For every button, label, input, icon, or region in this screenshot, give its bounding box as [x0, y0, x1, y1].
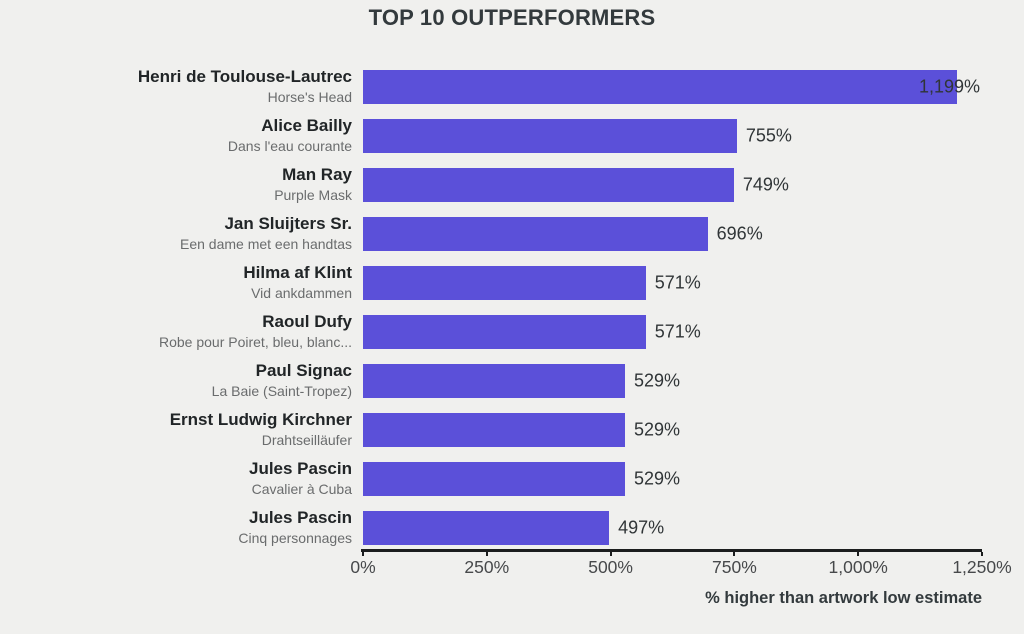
x-axis-tick-label: 750% — [712, 557, 757, 577]
bar-area: 696% — [363, 216, 982, 251]
bar-value-label: 529% — [633, 370, 680, 390]
bar-value-label: 497% — [618, 517, 665, 537]
bar — [363, 363, 625, 398]
x-axis-tick — [733, 552, 736, 556]
artist-name: Jan Sluijters Sr. — [224, 214, 352, 234]
x-axis: 0% 250% 500% 750% 1,000% 1,250% — [350, 549, 1012, 577]
bar-value-label: 571% — [654, 272, 701, 292]
bar-value-label: 696% — [716, 223, 763, 243]
row-labels: Jules Pascin Cavalier à Cuba — [0, 459, 352, 497]
chart-row: Alice Bailly Dans l'eau courante 755% — [0, 111, 1024, 160]
chart-row: Jules Pascin Cavalier à Cuba 529% — [0, 454, 1024, 503]
bar-value-label: 755% — [745, 125, 792, 145]
x-axis-line — [361, 549, 982, 552]
bar-area: 529% — [363, 412, 982, 447]
row-labels: Jan Sluijters Sr. Een dame met een handt… — [0, 214, 352, 252]
x-axis-tick-label: 1,000% — [828, 557, 888, 577]
artwork-title: Cinq personnages — [238, 529, 352, 546]
row-labels: Paul Signac La Baie (Saint-Tropez) — [0, 361, 352, 399]
x-axis-tick-label: 250% — [464, 557, 510, 577]
bar-value-label: 529% — [633, 419, 680, 439]
bar — [363, 118, 737, 153]
bar-value-label: 749% — [742, 174, 789, 194]
chart-row: Henri de Toulouse-Lautrec Horse's Head 1… — [0, 62, 1024, 111]
row-labels: Alice Bailly Dans l'eau courante — [0, 116, 352, 154]
bar-value-label: 529% — [633, 468, 680, 488]
chart-title: TOP 10 OUTPERFORMERS — [368, 5, 656, 30]
rows: Henri de Toulouse-Lautrec Horse's Head 1… — [0, 62, 1024, 552]
row-labels: Raoul Dufy Robe pour Poiret, bleu, blanc… — [0, 312, 352, 350]
x-axis-tick — [857, 552, 860, 556]
x-axis-tick-label: 500% — [588, 557, 633, 577]
row-labels: Jules Pascin Cinq personnages — [0, 508, 352, 546]
bar-area: 755% — [363, 118, 982, 153]
bar — [363, 510, 610, 545]
x-axis-tick — [981, 552, 983, 556]
artwork-title: Vid ankdammen — [251, 284, 352, 301]
artwork-title: Horse's Head — [267, 88, 352, 105]
artwork-title: Drahtseilläufer — [261, 431, 352, 448]
x-axis-tick — [362, 552, 364, 556]
x-axis-title: % higher than artwork low estimate — [705, 589, 982, 607]
bar — [363, 69, 957, 104]
x-axis-tick — [609, 552, 612, 556]
row-labels: Ernst Ludwig Kirchner Drahtseilläufer — [0, 410, 352, 448]
bar-area: 529% — [363, 461, 982, 496]
bar — [363, 167, 734, 202]
artwork-title: Purple Mask — [274, 186, 352, 203]
bar — [363, 314, 646, 349]
bar-area: 749% — [363, 167, 982, 202]
bar-value-label: 571% — [654, 321, 701, 341]
bar-area: 571% — [363, 314, 982, 349]
chart-row: Jules Pascin Cinq personnages 497% — [0, 503, 1024, 552]
bar — [363, 265, 646, 300]
artist-name: Henri de Toulouse-Lautrec — [137, 67, 352, 87]
bar — [363, 461, 625, 496]
artwork-title: Robe pour Poiret, bleu, blanc... — [158, 333, 352, 350]
x-axis-tick-label: 0% — [350, 557, 376, 577]
artist-name: Man Ray — [282, 165, 352, 185]
artwork-title: Dans l'eau courante — [227, 137, 352, 154]
bar-area: 571% — [363, 265, 982, 300]
row-labels: Henri de Toulouse-Lautrec Horse's Head — [0, 67, 352, 105]
chart-row: Man Ray Purple Mask 749% — [0, 160, 1024, 209]
artist-name: Paul Signac — [255, 361, 352, 381]
bar-value-label: 1,199% — [918, 76, 980, 96]
artist-name: Ernst Ludwig Kirchner — [169, 410, 352, 430]
bar — [363, 216, 708, 251]
row-labels: Man Ray Purple Mask — [0, 165, 352, 203]
artist-name: Jules Pascin — [248, 459, 352, 479]
artist-name: Hilma af Klint — [243, 263, 352, 283]
bar-area: 1,199% — [363, 69, 982, 104]
chart-row: Paul Signac La Baie (Saint-Tropez) 529% — [0, 356, 1024, 405]
bar-area: 497% — [363, 510, 982, 545]
chart-row: Jan Sluijters Sr. Een dame met een handt… — [0, 209, 1024, 258]
x-axis-tick — [485, 552, 488, 556]
row-labels: Hilma af Klint Vid ankdammen — [0, 263, 352, 301]
bar-area: 529% — [363, 363, 982, 398]
artist-name: Jules Pascin — [248, 508, 352, 528]
artist-name: Alice Bailly — [261, 116, 352, 136]
bar — [363, 412, 625, 447]
chart-row: Raoul Dufy Robe pour Poiret, bleu, blanc… — [0, 307, 1024, 356]
x-axis-tick-label: 1,250% — [952, 557, 1012, 577]
artwork-title: Een dame met een handtas — [179, 235, 352, 252]
chart-row: Ernst Ludwig Kirchner Drahtseilläufer 52… — [0, 405, 1024, 454]
artist-name: Raoul Dufy — [262, 312, 352, 332]
artwork-title: La Baie (Saint-Tropez) — [211, 382, 352, 399]
chart-row: Hilma af Klint Vid ankdammen 571% — [0, 258, 1024, 307]
artwork-title: Cavalier à Cuba — [251, 480, 352, 497]
